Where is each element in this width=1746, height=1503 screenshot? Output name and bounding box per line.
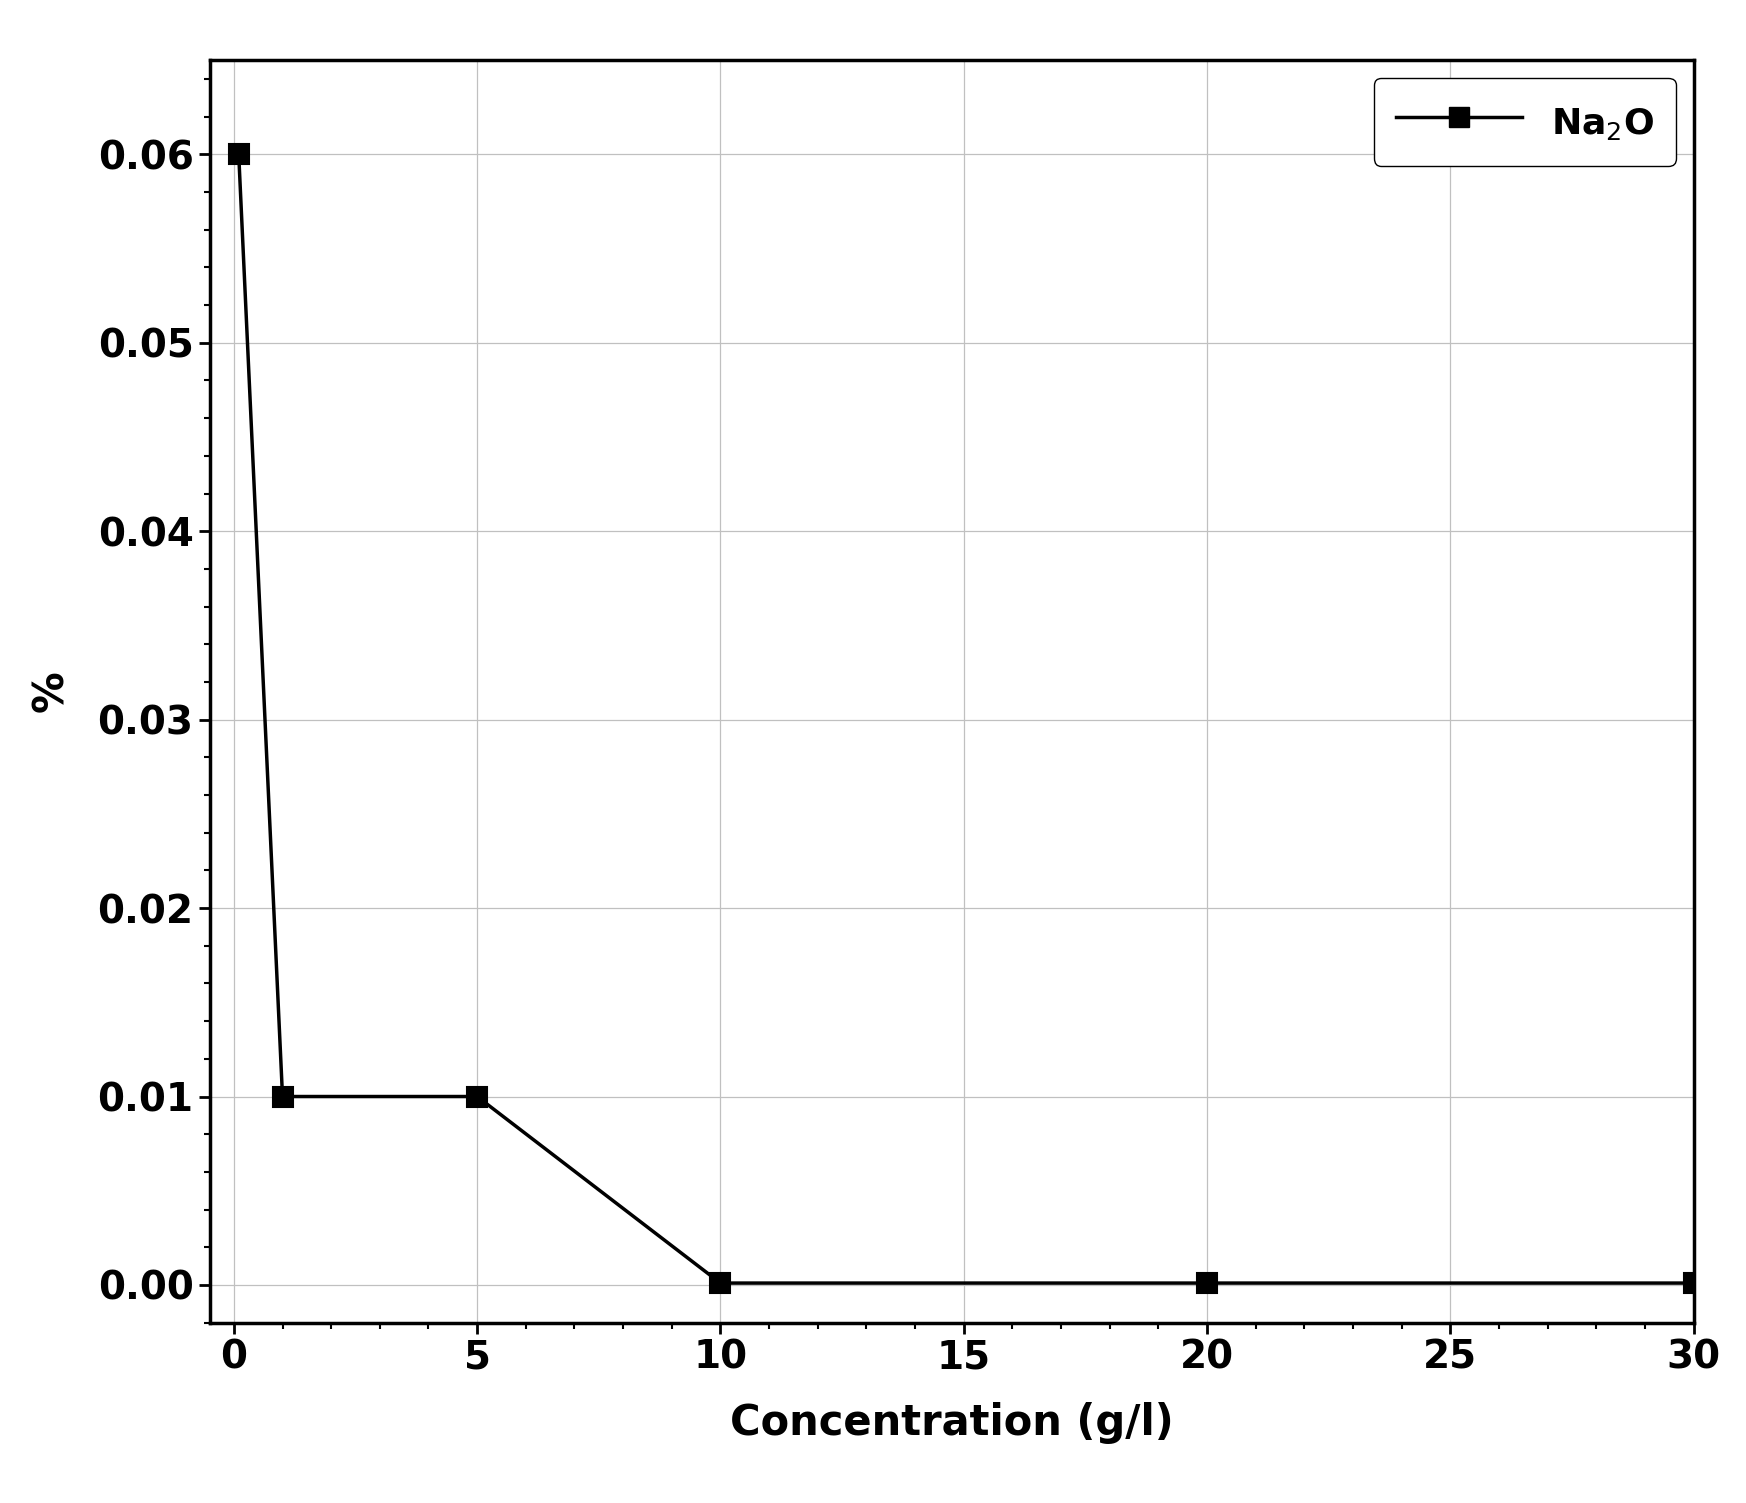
X-axis label: Concentration (g/l): Concentration (g/l) — [730, 1402, 1173, 1443]
Y-axis label: %: % — [30, 670, 73, 712]
Legend: Na$_2$O: Na$_2$O — [1374, 78, 1676, 165]
